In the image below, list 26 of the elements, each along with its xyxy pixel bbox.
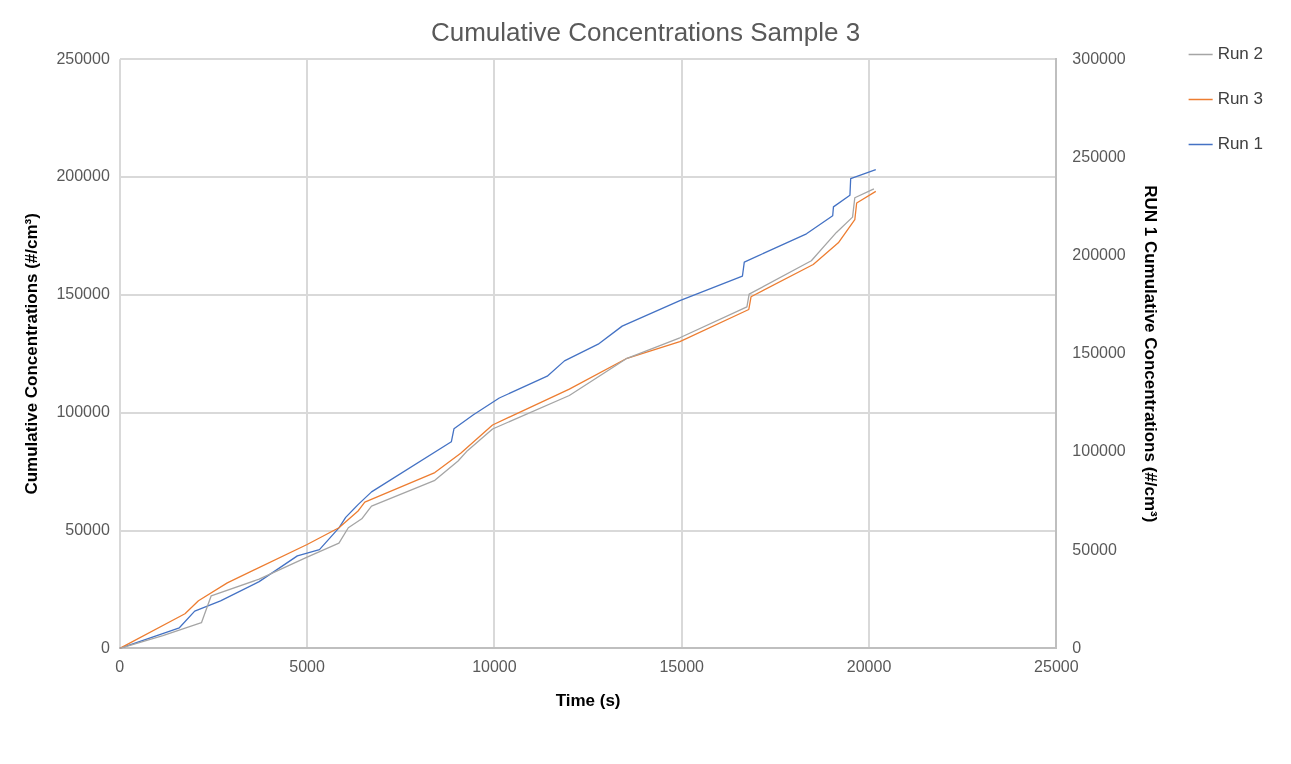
y-tick-label: 0 (100, 638, 110, 656)
legend-label: Run 1 (1217, 134, 1264, 154)
x-tick-label: 5000 (289, 658, 325, 676)
x-tick-label: 25000 (1034, 658, 1079, 676)
y2-tick-label: 150000 (1072, 344, 1126, 362)
x-tick-label: 15000 (659, 658, 705, 676)
y2-tick-label: 300000 (1072, 49, 1126, 67)
x-tick-label: 0 (115, 658, 125, 676)
legend-label: Run 3 (1217, 89, 1264, 109)
y2-tick-label: 250000 (1072, 147, 1126, 165)
y2-tick-label: 200000 (1072, 246, 1126, 264)
y2-tick-label: 0 (1072, 638, 1082, 656)
y-tick-label: 150000 (56, 285, 110, 303)
chart-title: Cumulative Concentrations Sample 3 (430, 16, 861, 47)
x-axis-title: Time (s) (555, 691, 621, 711)
y2-axis-title: RUN 1 Cumulative Concentrations (#/cm³) (1141, 185, 1161, 523)
y2-tick-label: 100000 (1072, 442, 1126, 460)
y-tick-label: 100000 (56, 403, 110, 421)
y-tick-label: 200000 (56, 167, 110, 185)
y2-tick-label: 50000 (1072, 540, 1117, 558)
x-tick-label: 10000 (472, 658, 517, 676)
y-axis-title: Cumulative Concentrations (#/cm³) (21, 213, 41, 495)
legend-label: Run 2 (1217, 44, 1264, 64)
y-tick-label: 50000 (65, 520, 110, 538)
x-tick-label: 20000 (846, 658, 892, 676)
y-tick-label: 250000 (56, 49, 110, 67)
